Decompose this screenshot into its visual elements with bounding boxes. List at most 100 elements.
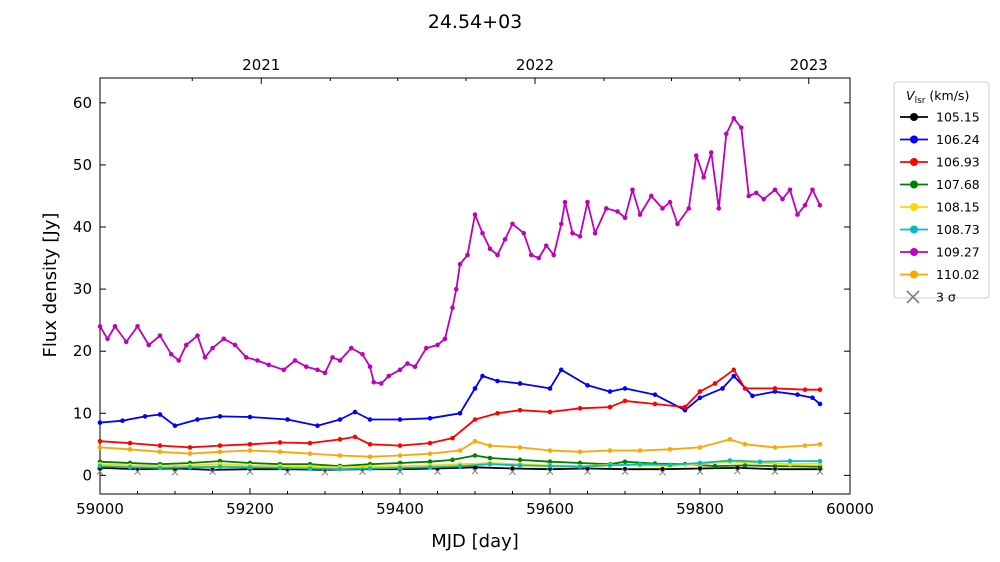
data-point — [465, 252, 470, 258]
y-tick-label: 30 — [73, 280, 92, 298]
sigma-point — [471, 467, 479, 475]
data-point — [303, 364, 309, 370]
top-tick-label: 2021 — [242, 56, 280, 74]
data-point — [622, 386, 628, 391]
legend-label: 107.68 — [936, 177, 980, 192]
data-point — [217, 449, 223, 455]
data-point — [577, 234, 583, 239]
data-point — [780, 196, 785, 202]
data-point — [795, 392, 800, 397]
data-point — [457, 410, 463, 416]
data-point — [622, 459, 628, 465]
data-point — [337, 437, 343, 442]
data-point — [742, 463, 748, 468]
data-point — [817, 387, 823, 392]
data-point — [712, 463, 718, 469]
sigma-point — [96, 468, 104, 476]
data-point — [480, 230, 485, 236]
data-point — [157, 443, 163, 448]
series-109-27 — [97, 116, 823, 386]
data-point — [457, 463, 463, 469]
series-line — [99, 438, 821, 458]
legend-item: 107.68 — [900, 177, 980, 192]
data-point — [427, 440, 433, 446]
data-point — [746, 193, 752, 199]
x-tick-label: 59800 — [676, 500, 724, 518]
x-tick-label: 59200 — [226, 500, 274, 518]
data-point — [817, 458, 823, 464]
data-point — [210, 345, 215, 351]
data-point — [450, 435, 455, 441]
data-point — [247, 442, 253, 447]
data-point — [547, 386, 553, 391]
sigma-point — [434, 468, 441, 476]
data-point — [315, 423, 320, 429]
data-point — [693, 153, 699, 158]
data-point — [517, 407, 523, 413]
data-point — [337, 466, 343, 472]
sigma-point — [509, 468, 516, 476]
series-106-93 — [97, 367, 823, 450]
legend-marker — [910, 203, 918, 211]
data-point — [120, 418, 125, 424]
legend-marker — [910, 135, 918, 144]
data-point — [427, 465, 433, 470]
data-point — [277, 465, 283, 471]
data-point — [472, 453, 478, 458]
data-point — [367, 454, 373, 460]
data-point — [423, 345, 429, 351]
legend-items: 105.15 106.24 106.93 107.68 108.15 108.73 109.… — [900, 110, 980, 305]
data-point — [352, 409, 358, 415]
series-108-73 — [97, 458, 823, 472]
sigma-point — [134, 468, 141, 476]
data-point — [585, 199, 590, 205]
data-point — [686, 206, 692, 211]
data-point — [547, 459, 553, 465]
data-point — [648, 193, 654, 199]
data-point — [97, 420, 103, 425]
data-point — [142, 414, 148, 419]
data-point — [127, 446, 133, 452]
data-point — [367, 364, 373, 370]
data-point — [285, 417, 290, 422]
data-point — [405, 361, 410, 366]
legend-marker — [910, 113, 918, 121]
series-line — [99, 368, 821, 427]
legend-marker — [910, 248, 918, 256]
data-point — [123, 339, 129, 345]
data-point — [281, 367, 287, 373]
data-point — [322, 370, 328, 376]
data-point — [168, 351, 174, 357]
data-point — [731, 116, 737, 121]
data-point — [558, 367, 564, 373]
data-point — [221, 336, 227, 342]
data-point — [105, 336, 110, 342]
data-point — [795, 212, 800, 217]
top-tick-label: 2022 — [516, 56, 554, 74]
data-point — [472, 438, 478, 444]
sigma-point — [171, 468, 179, 476]
data-point — [622, 466, 628, 472]
data-point — [146, 342, 152, 348]
series-110-02 — [97, 437, 823, 460]
data-point — [787, 187, 793, 193]
data-point — [738, 125, 744, 130]
data-point — [487, 246, 493, 252]
sigma-point — [659, 468, 666, 476]
legend-item: 108.15 — [900, 200, 980, 215]
data-point — [592, 230, 598, 236]
data-point — [742, 386, 748, 391]
data-point — [697, 460, 703, 466]
data-point — [127, 465, 133, 470]
data-point — [266, 362, 272, 368]
series-line — [99, 466, 820, 471]
data-point — [217, 443, 223, 448]
data-point — [570, 230, 575, 236]
data-point — [97, 463, 103, 469]
data-point — [247, 414, 253, 420]
data-point — [367, 466, 373, 471]
data-point — [630, 187, 635, 193]
data-point — [817, 442, 823, 447]
data-point — [502, 237, 508, 242]
top-tick-label: 2023 — [790, 56, 828, 74]
